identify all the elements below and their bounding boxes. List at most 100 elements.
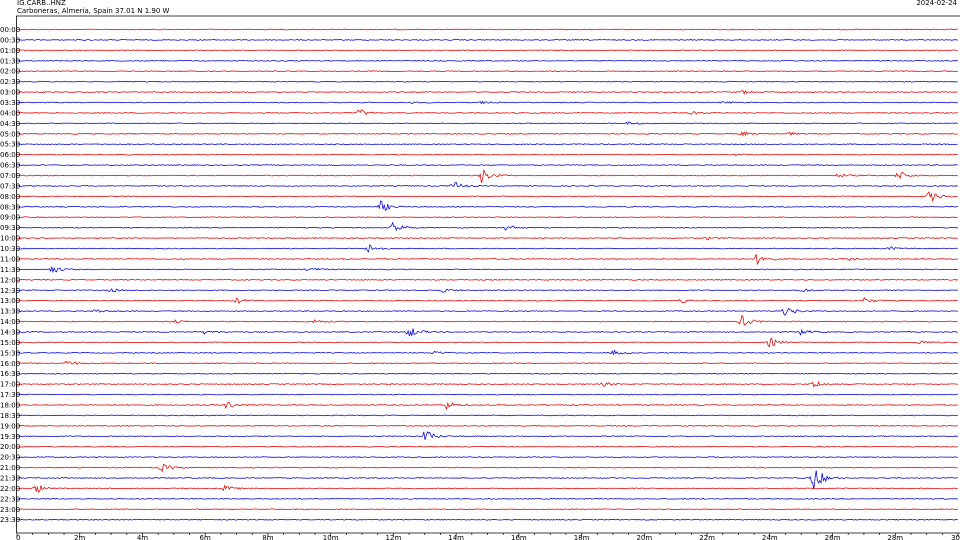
trace-row <box>16 380 958 388</box>
row-time-label: 19:00 <box>0 422 20 430</box>
row-time-label: 13:30 <box>0 308 20 316</box>
trace-row <box>16 59 958 62</box>
row-time-label: 05:30 <box>0 141 20 149</box>
trace-row <box>16 70 958 73</box>
trace-row <box>16 109 958 116</box>
trace-row <box>16 445 958 448</box>
trace-row <box>16 164 958 166</box>
x-tick-label: 22m <box>699 534 715 540</box>
trace-row <box>16 307 958 316</box>
row-time-label: 20:30 <box>0 454 20 462</box>
row-time-label: 01:00 <box>0 47 20 55</box>
x-tick-label: 10m <box>323 534 339 540</box>
row-time-label: 09:00 <box>0 214 20 222</box>
row-time-label: 00:00 <box>0 26 20 34</box>
trace-row <box>16 236 958 241</box>
trace-row <box>16 497 958 500</box>
row-time-label: 20:00 <box>0 443 20 451</box>
trace-row <box>16 288 958 293</box>
trace-row <box>16 278 959 281</box>
row-time-label: 04:00 <box>0 109 20 117</box>
row-time-label: 12:30 <box>0 287 20 295</box>
trace-row <box>16 508 959 511</box>
station-location-label: Carboneras, Almeria, Spain 37.01 N 1.90 … <box>17 7 170 15</box>
row-time-label: 15:00 <box>0 339 20 347</box>
row-time-label: 17:30 <box>0 391 20 399</box>
row-time-label: 21:30 <box>0 474 20 482</box>
x-tick-label: 14m <box>448 534 464 540</box>
row-time-label: 18:00 <box>0 401 20 409</box>
row-time-label: 12:00 <box>0 276 20 284</box>
trace-row <box>16 518 958 521</box>
trace-row <box>16 28 958 31</box>
row-time-label: 08:30 <box>0 203 20 211</box>
trace-row <box>16 181 958 188</box>
trace-row <box>16 393 958 396</box>
row-time-label: 19:30 <box>0 433 20 441</box>
row-time-label: 06:00 <box>0 151 20 159</box>
trace-row <box>16 337 958 348</box>
row-time-label: 08:00 <box>0 193 20 201</box>
trace-row <box>16 266 958 274</box>
trace-row <box>16 191 958 203</box>
helicorder-header: IG.CARB..HNZ Carboneras, Almeria, Spain … <box>0 0 960 16</box>
x-tick-label: 18m <box>574 534 590 540</box>
x-tick-label: 4m <box>137 534 148 540</box>
trace-row <box>16 80 958 83</box>
trace-row <box>16 424 958 427</box>
trace-row <box>16 360 958 365</box>
row-time-label: 17:00 <box>0 381 20 389</box>
row-time-label: 11:30 <box>0 266 20 274</box>
x-tick-label: 0 <box>16 534 20 540</box>
trace-row <box>16 243 958 253</box>
row-time-label: 23:30 <box>0 516 20 524</box>
row-time-label: 09:30 <box>0 224 20 232</box>
x-tick-label: 26m <box>825 534 841 540</box>
x-tick-label: 28m <box>887 534 903 540</box>
trace-row <box>16 200 958 211</box>
row-time-label: 10:00 <box>0 235 20 243</box>
trace-row <box>16 89 958 95</box>
row-time-label: 11:00 <box>0 255 20 263</box>
date-label: 2024-02-24 <box>916 0 957 7</box>
x-tick-label: 6m <box>200 534 211 540</box>
row-time-label: 05:00 <box>0 130 20 138</box>
trace-row <box>16 39 958 41</box>
x-tick-label: 20m <box>636 534 652 540</box>
trace-row <box>16 401 958 411</box>
row-time-label: 06:30 <box>0 162 20 170</box>
row-time-label: 02:00 <box>0 68 20 76</box>
x-tick-label: 2m <box>74 534 85 540</box>
row-time-label: 15:30 <box>0 349 20 357</box>
trace-row <box>16 456 958 459</box>
trace-row <box>16 216 958 219</box>
trace-row <box>16 168 958 183</box>
x-tick-label: 8m <box>262 534 273 540</box>
x-tick-label: 24m <box>762 534 778 540</box>
trace-row <box>16 470 958 490</box>
trace-row <box>16 254 958 265</box>
row-time-label: 04:30 <box>0 120 20 128</box>
trace-row <box>16 484 958 493</box>
trace-row <box>16 328 958 337</box>
trace-row <box>16 100 958 105</box>
trace-row <box>16 296 958 305</box>
row-time-label: 16:00 <box>0 360 20 368</box>
trace-row <box>16 372 958 375</box>
trace-row <box>16 153 958 157</box>
row-time-label: 13:00 <box>0 297 20 305</box>
trace-row <box>16 121 958 125</box>
row-time-label: 03:00 <box>0 89 20 97</box>
station-code-label: IG.CARB..HNZ <box>17 0 66 7</box>
x-tick-label: 30 <box>951 534 960 540</box>
trace-row <box>16 131 958 137</box>
row-time-label: 22:30 <box>0 495 20 503</box>
row-time-label: 23:00 <box>0 506 20 514</box>
row-time-label: 03:30 <box>0 99 20 107</box>
row-time-label: 00:30 <box>0 36 20 44</box>
trace-row <box>16 349 958 356</box>
row-time-label: 02:30 <box>0 78 20 86</box>
row-time-label: 22:00 <box>0 485 20 493</box>
trace-row <box>16 314 958 326</box>
